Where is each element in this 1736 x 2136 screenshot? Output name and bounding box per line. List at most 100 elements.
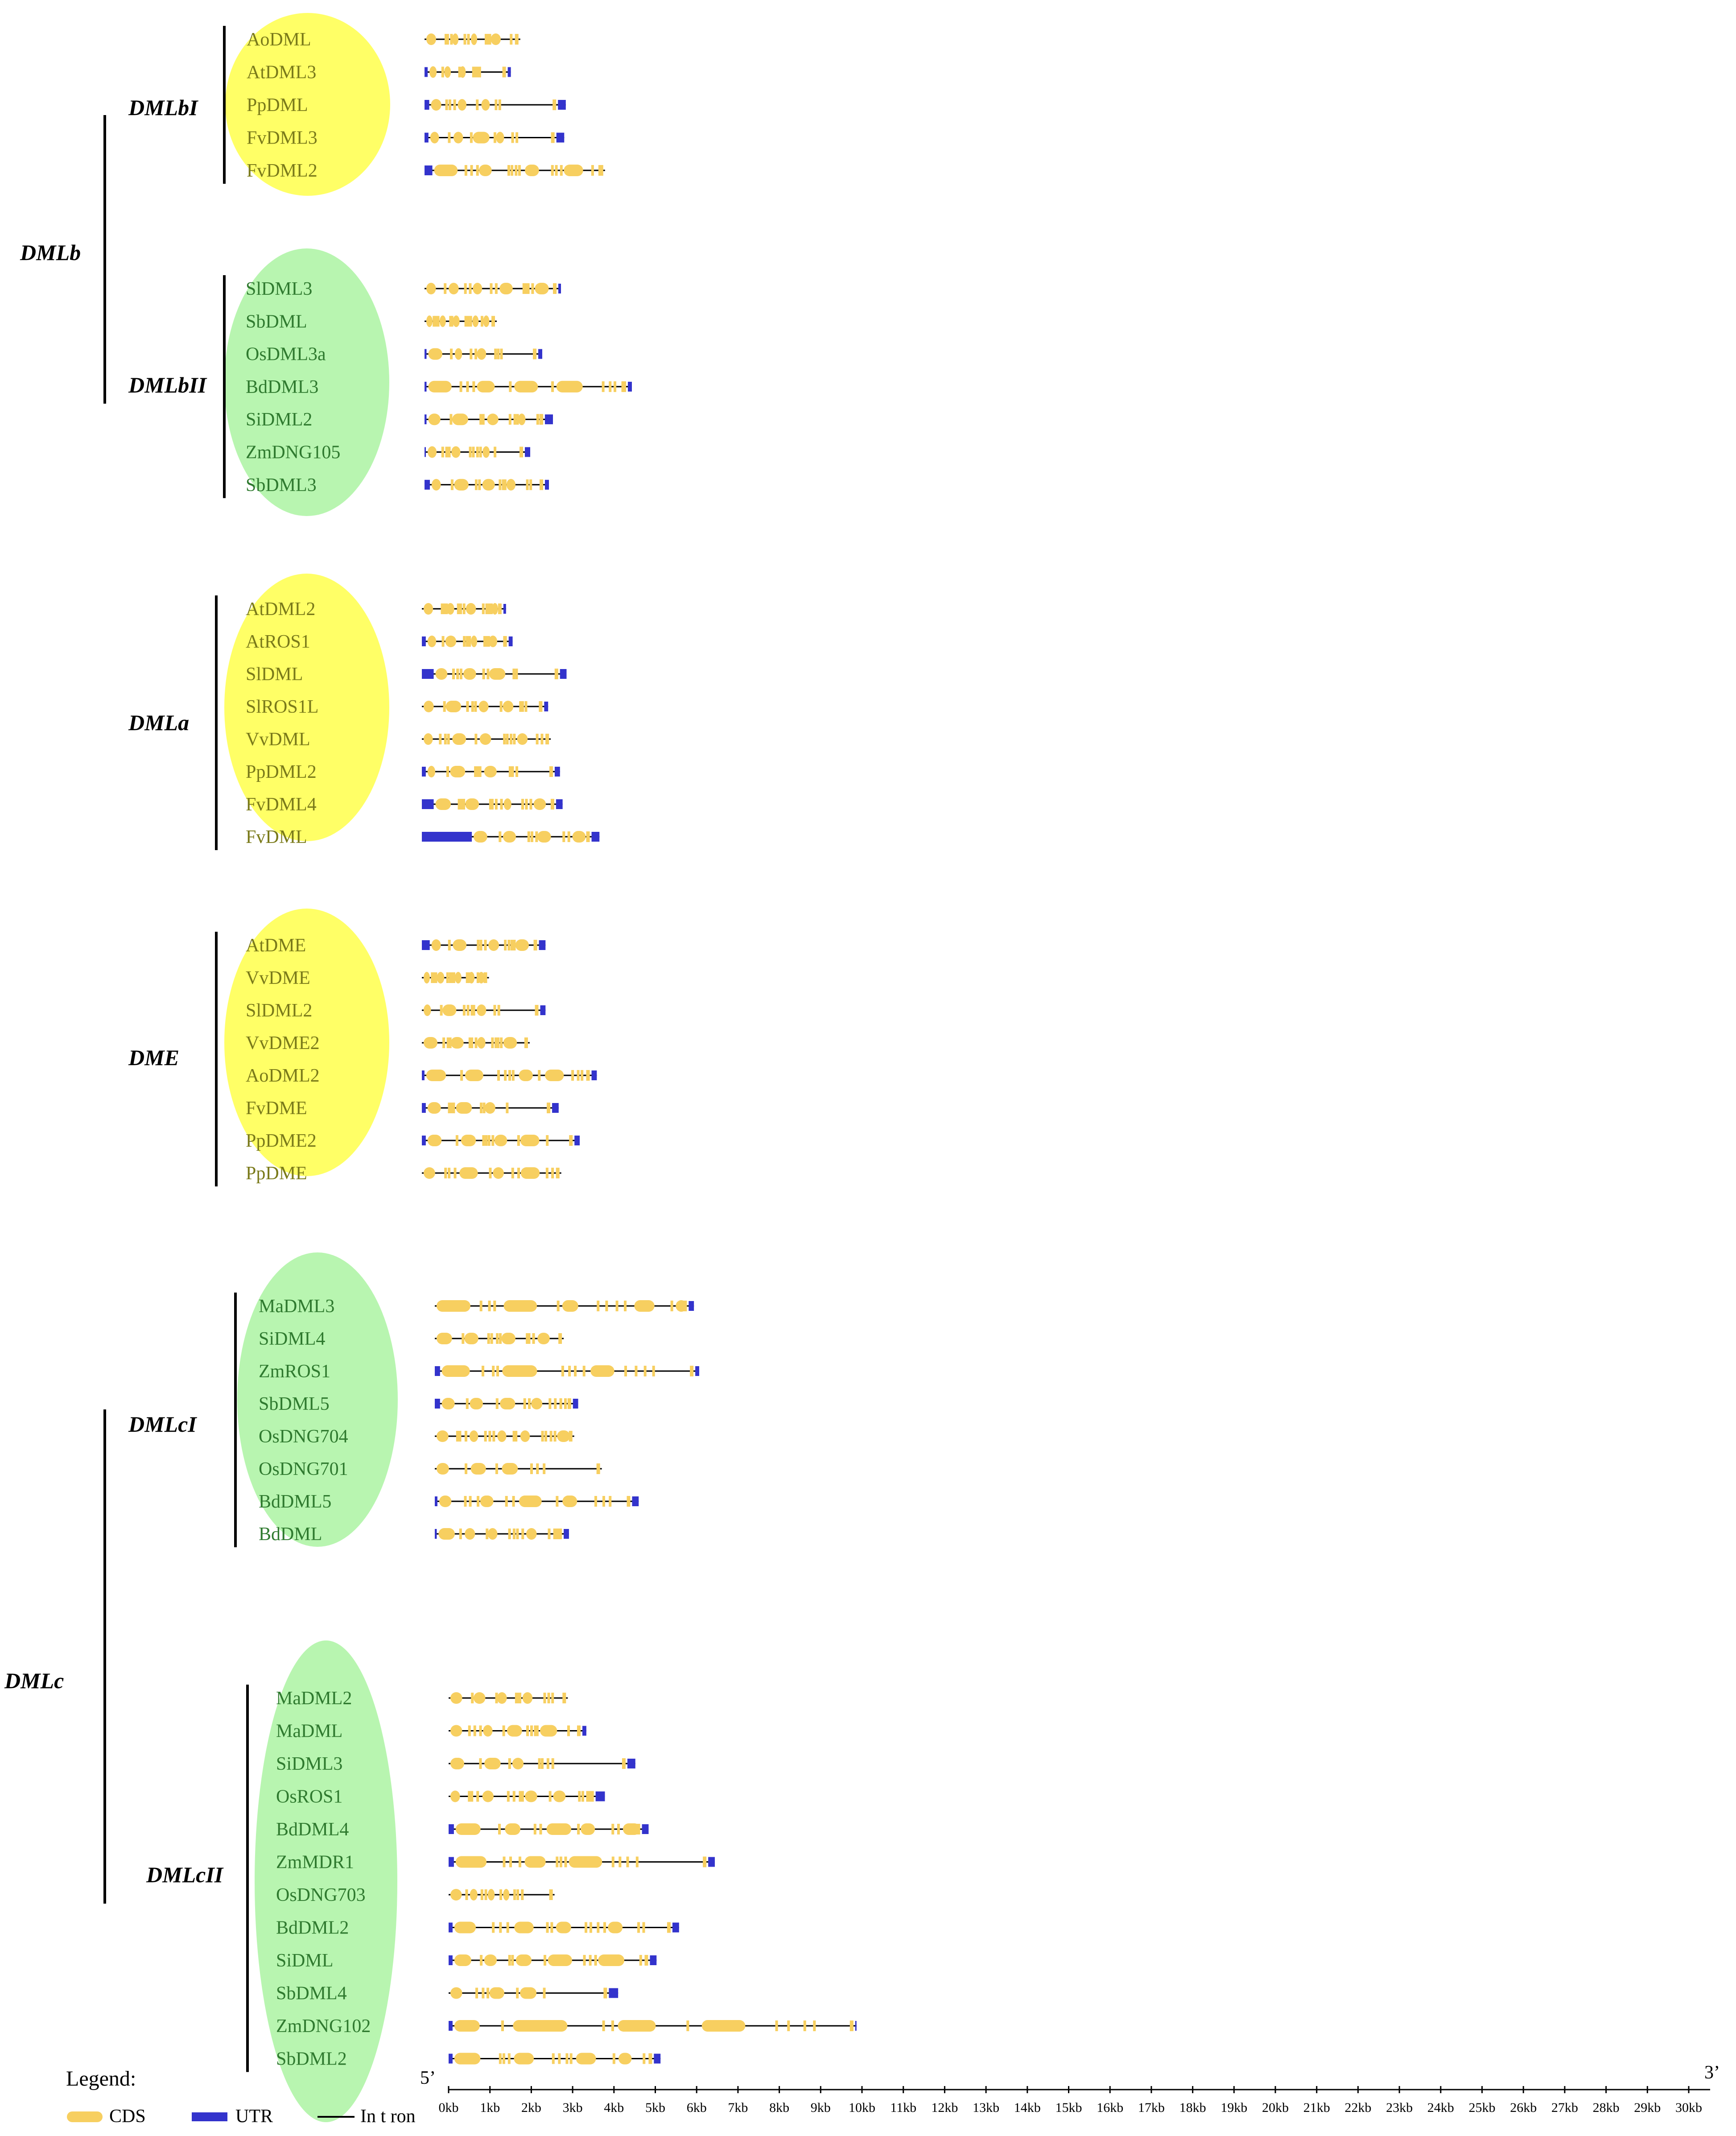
cds-exon — [424, 972, 430, 983]
gene-name: AoDML2 — [246, 1066, 320, 1086]
cds-exon — [449, 972, 452, 983]
cds-exon — [511, 1955, 514, 1966]
cds-exon — [463, 636, 466, 647]
axis-tick-label: 24kb — [1427, 2100, 1454, 2115]
cds-exon — [520, 446, 523, 458]
cds-exon — [530, 831, 533, 842]
cds-exon — [526, 1333, 529, 1344]
axis-tick-label: 11kb — [890, 2100, 916, 2115]
clade-oval-dme — [224, 909, 389, 1176]
cds-exon — [517, 733, 528, 745]
cds-exon — [445, 701, 462, 712]
cds-exon — [424, 701, 434, 712]
cds-exon — [577, 1725, 581, 1736]
cds-exon — [479, 414, 482, 425]
utr-3 — [591, 832, 600, 842]
cds-exon — [487, 1135, 491, 1146]
cds-exon — [474, 348, 478, 359]
cds-exon — [498, 99, 501, 110]
cds-exon — [548, 1398, 552, 1409]
utr-5 — [449, 1857, 454, 1867]
cds-exon — [478, 701, 489, 712]
cds-exon — [516, 1529, 519, 1539]
cds-exon — [583, 1955, 586, 1966]
cds-exon — [470, 33, 478, 45]
cds-exon — [556, 1496, 559, 1507]
cds-exon — [448, 132, 451, 143]
cds-exon — [562, 831, 565, 842]
utr-5 — [425, 132, 429, 143]
cds-exon — [594, 1955, 597, 1966]
cds-exon — [465, 1528, 475, 1540]
cds-exon — [485, 603, 488, 614]
gene-name: ZmMDR1 — [276, 1852, 354, 1873]
cds-exon — [426, 315, 433, 327]
cds-exon — [464, 283, 467, 294]
cds-exon — [509, 734, 512, 744]
cds-exon — [490, 603, 493, 614]
gene-row: BdDML3 — [246, 377, 632, 397]
cds-exon — [581, 1791, 584, 1802]
utr-3 — [564, 1529, 569, 1539]
axis-tick-label: 12kb — [931, 2100, 958, 2115]
cds-exon — [437, 316, 440, 327]
gene-row: MaDML — [276, 1721, 586, 1742]
cds-exon — [491, 316, 495, 327]
cds-exon — [541, 1758, 544, 1769]
cds-exon — [462, 603, 466, 614]
gene-row: PpDML — [247, 95, 566, 116]
cds-exon — [515, 766, 518, 777]
cds-exon — [459, 66, 466, 78]
cds-exon — [515, 1693, 518, 1703]
cds-exon — [493, 1301, 496, 1311]
cds-exon — [470, 1889, 478, 1901]
gene-name: SbDML5 — [259, 1394, 330, 1414]
cds-exon — [574, 1366, 577, 1376]
cds-exon — [500, 1037, 503, 1048]
clade-label-dmlci: DMLcI — [128, 1412, 197, 1437]
cds-exon — [521, 799, 524, 810]
cds-exon — [495, 1463, 498, 1474]
cds-exon — [603, 1922, 606, 1933]
cds-exon — [486, 34, 489, 45]
cds-exon — [564, 1398, 567, 1409]
cds-exon — [489, 799, 492, 810]
utr-3 — [573, 1399, 578, 1409]
axis-tick-label: 17kb — [1138, 2100, 1165, 2115]
cds-exon — [470, 132, 473, 143]
axis-tick-label: 27kb — [1551, 2100, 1578, 2115]
cds-exon — [537, 1333, 550, 1344]
cds-exon — [551, 1693, 554, 1703]
gene-row: MaDML3 — [259, 1296, 694, 1317]
cds-exon — [555, 1529, 558, 1539]
cds-exon — [488, 939, 499, 951]
cds-exon — [477, 1004, 487, 1016]
utr-5 — [449, 2021, 453, 2031]
utr-3 — [554, 767, 560, 777]
gene-name: VvDME2 — [246, 1033, 320, 1054]
axis-tick-label: 18kb — [1179, 2100, 1206, 2115]
gene-row: AoDML2 — [246, 1066, 597, 1086]
cds-exon — [562, 1693, 566, 1703]
cds-exon — [481, 1366, 484, 1376]
cds-exon — [455, 1135, 458, 1146]
cds-exon — [527, 283, 530, 294]
cds-exon — [474, 1692, 486, 1704]
gene-row: AtROS1 — [246, 632, 513, 652]
cds-exon — [502, 1365, 537, 1377]
gene-name: BdDML5 — [259, 1491, 331, 1512]
cds-exon — [611, 2020, 614, 2031]
cds-exon — [453, 315, 460, 327]
cds-exon — [520, 1430, 530, 1442]
cds-exon — [534, 1725, 537, 1736]
cds-exon — [451, 972, 454, 983]
cds-exon — [464, 1431, 467, 1442]
cds-exon — [465, 1070, 483, 1081]
cds-exon — [439, 315, 446, 327]
cds-exon — [535, 283, 549, 294]
cds-exon — [520, 1987, 537, 1999]
cds-exon — [496, 1366, 499, 1376]
cds-exon — [450, 1790, 460, 1802]
cds-exon — [513, 940, 516, 950]
